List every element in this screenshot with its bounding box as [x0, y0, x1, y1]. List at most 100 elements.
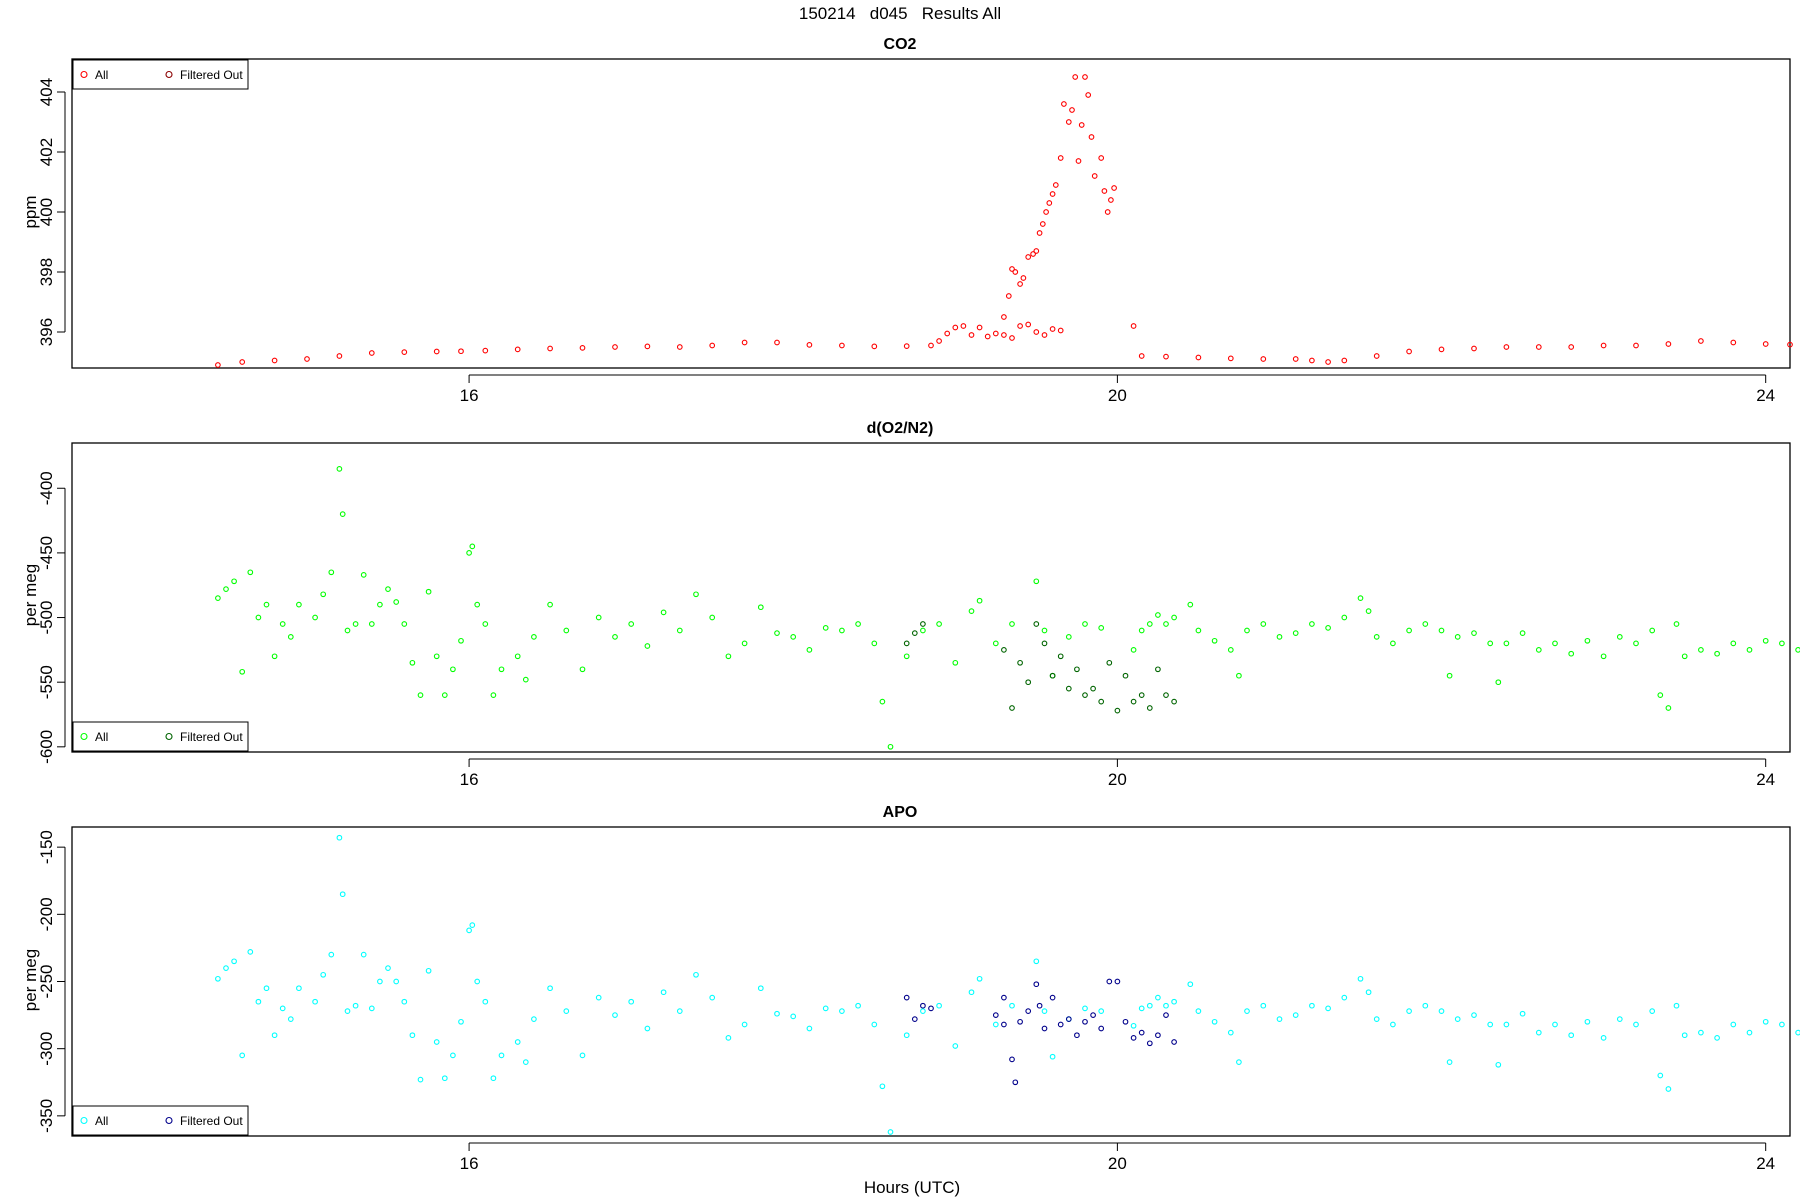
do2n2-data-point	[1698, 647, 1704, 653]
apo-data-point	[1155, 994, 1161, 1001]
do2n2-data-point	[417, 692, 424, 698]
do2n2-data-point	[1082, 621, 1088, 627]
apo-data-point	[1446, 1059, 1453, 1065]
do2n2-legend: All Filtered Out	[72, 721, 249, 752]
apo-data-point	[774, 1010, 780, 1017]
do2n2-data-point	[339, 511, 346, 517]
co2-data-point	[1025, 321, 1032, 328]
co2-data-point	[1017, 323, 1023, 329]
co2-data-point	[1091, 173, 1098, 179]
apo-data-point	[287, 1016, 294, 1022]
apo-data-point	[514, 1039, 521, 1045]
do2n2-data-point	[1552, 640, 1558, 647]
do2n2-data-point	[879, 698, 886, 705]
apo-data-point	[547, 985, 553, 992]
do2n2-data-point	[1568, 650, 1575, 657]
co2-data-point	[1138, 353, 1145, 359]
co2-panel-title: CO2	[884, 36, 917, 53]
co2-data-point	[1130, 323, 1137, 329]
apo-data-point	[1017, 1018, 1023, 1025]
do2n2-data-point	[1795, 647, 1800, 653]
co2-data-point	[1325, 359, 1331, 365]
apo-data-point	[490, 1075, 497, 1082]
do2n2-data-point	[1114, 707, 1121, 714]
co2-data-point	[1036, 230, 1043, 236]
do2n2-data-point	[1390, 640, 1396, 647]
apo-data-point	[1454, 1016, 1461, 1022]
co2-data-point	[1787, 341, 1793, 348]
co2-data-point	[1078, 122, 1085, 128]
apo-data-point	[1057, 1021, 1064, 1028]
apo-data-point	[1171, 998, 1177, 1005]
do2n2-x-tick-label: 24	[1756, 770, 1775, 789]
do2n2-data-point	[1633, 640, 1639, 647]
do2n2-data-point	[1074, 666, 1080, 673]
co2-data-point	[304, 356, 310, 362]
apo-data-point	[441, 1075, 448, 1082]
do2n2-data-point	[920, 621, 926, 627]
co2-data-point	[944, 330, 951, 337]
co2-data-point	[952, 324, 959, 331]
co2-data-point	[1065, 119, 1072, 125]
co2-data-point	[984, 333, 991, 340]
apo-data-point	[1390, 1021, 1396, 1028]
do2n2-data-point	[1163, 621, 1169, 627]
apo-data-point	[1187, 981, 1194, 988]
apo-data-point	[1341, 994, 1348, 1001]
co2-data-point	[1057, 155, 1064, 161]
do2n2-data-point	[1446, 672, 1453, 679]
do2n2-data-point	[287, 634, 294, 640]
do2n2-data-point	[1535, 647, 1542, 653]
apo-data-point	[1276, 1016, 1283, 1022]
do2n2-data-point	[595, 614, 602, 621]
do2n2-data-point	[469, 543, 476, 550]
co2-legend-label: Filtered Out	[180, 68, 243, 82]
co2-y-tick-label: 402	[37, 138, 56, 166]
apo-data-point	[1049, 1053, 1056, 1060]
apo-data-point	[1373, 1016, 1380, 1022]
co2-data-point	[644, 343, 651, 350]
apo-data-point	[1495, 1061, 1502, 1068]
apo-data-point	[328, 951, 335, 958]
co2-x-tick-label: 16	[460, 386, 479, 405]
apo-data-point	[1090, 1012, 1096, 1018]
apo-data-point	[1001, 1021, 1007, 1028]
do2n2-data-point	[1503, 640, 1510, 647]
do2n2-data-point	[401, 621, 408, 627]
apo-data-point	[1227, 1029, 1234, 1036]
do2n2-data-point	[1033, 578, 1040, 585]
do2n2-data-point	[1244, 627, 1250, 634]
co2-plot-frame	[71, 58, 1791, 369]
do2n2-data-point	[425, 588, 432, 595]
do2n2-data-point	[312, 614, 318, 621]
co2-data-point	[1406, 348, 1412, 355]
apo-data-point	[660, 989, 667, 996]
co2-data-point	[1309, 357, 1315, 364]
do2n2-data-point	[547, 601, 553, 608]
co2-data-point	[806, 342, 813, 348]
apo-data-point	[522, 1059, 529, 1065]
do2n2-data-point	[320, 591, 327, 598]
do2n2-data-point	[1146, 621, 1153, 627]
co2-data-point	[1017, 281, 1023, 287]
apo-data-point	[1049, 994, 1056, 1001]
do2n2-data-point	[1041, 627, 1048, 634]
apo-data-point	[271, 1032, 278, 1039]
co2-data-point	[1195, 354, 1202, 361]
do2n2-data-point	[1171, 614, 1177, 621]
apo-data-point	[1082, 1018, 1088, 1025]
co2-data-point	[1665, 341, 1672, 347]
co2-legend: All Filtered Out	[72, 59, 249, 90]
apo-data-point	[279, 1005, 286, 1012]
do2n2-data-point	[1130, 647, 1137, 653]
co2-data-point	[1025, 254, 1032, 260]
apo-data-point	[741, 1021, 748, 1028]
apo-data-point	[1155, 1032, 1161, 1039]
co2-data-point	[1082, 74, 1088, 80]
co2-data-point	[1471, 345, 1477, 352]
apo-data-point	[1552, 1021, 1558, 1028]
apo-plot-frame	[71, 826, 1791, 1137]
apo-data-point	[1325, 1005, 1331, 1012]
co2-data-point	[968, 332, 975, 338]
do2n2-data-point	[1495, 679, 1502, 686]
